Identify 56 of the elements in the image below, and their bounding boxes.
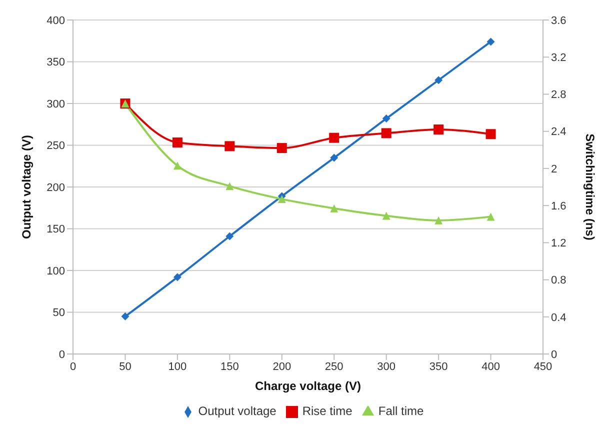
- point: [486, 212, 495, 221]
- point: [226, 232, 234, 240]
- y2-tick-label: 0.4: [551, 312, 566, 324]
- point: [329, 132, 340, 143]
- y-tick-label: 50: [52, 307, 65, 320]
- legend-label: Output voltage: [198, 404, 276, 418]
- y-tick-label: 400: [46, 14, 65, 27]
- legend-label: Rise time: [302, 404, 352, 418]
- point: [172, 137, 182, 148]
- point: [330, 204, 338, 212]
- y-axis-title: Output voltage (V): [19, 135, 34, 239]
- point: [486, 38, 495, 46]
- x-tick-label: 50: [119, 360, 132, 373]
- point: [434, 76, 443, 84]
- x-tick-label: 100: [168, 360, 187, 373]
- x-tick-label: 200: [272, 360, 292, 373]
- point: [173, 162, 182, 170]
- y-tick-label: 300: [46, 98, 65, 110]
- y2-tick-label: 1.2: [551, 238, 566, 250]
- x-tick-label: 300: [377, 360, 396, 373]
- y2-tick-label: 0: [551, 348, 558, 361]
- y2-tick-label: 2.4: [551, 126, 566, 138]
- x-axis-title: Charge voltage (V): [254, 379, 362, 393]
- point: [276, 143, 287, 154]
- legend-label: Fall time: [378, 404, 424, 418]
- y2-tick-label: 3.2: [551, 52, 566, 64]
- point: [278, 195, 286, 204]
- x-tick-label: 400: [482, 360, 500, 373]
- y-tick-label: 150: [46, 224, 65, 236]
- y2-tick-label: 3.6: [551, 14, 566, 27]
- x-tick-label: 250: [324, 360, 344, 373]
- point: [434, 216, 443, 224]
- y-tick-label: 100: [46, 265, 65, 278]
- y2-tick-label: 2.8: [551, 89, 566, 102]
- y-tick-label: 350: [46, 56, 65, 69]
- point: [381, 128, 392, 138]
- y-tick-label: 200: [46, 182, 65, 194]
- point: [382, 114, 390, 123]
- point: [486, 129, 496, 140]
- y2-tick-label: 1.6: [551, 200, 566, 212]
- x-tick-label: 150: [220, 360, 239, 373]
- y-tick-label: 0: [58, 348, 65, 361]
- x-tick-label: 0: [70, 360, 76, 373]
- y2-tick-label: 2: [551, 163, 558, 176]
- point: [121, 312, 130, 320]
- point: [434, 124, 444, 134]
- point: [226, 182, 234, 190]
- point: [330, 154, 338, 162]
- y-tick-label: 250: [46, 140, 65, 152]
- point: [224, 141, 235, 152]
- point: [382, 212, 390, 220]
- x-tick-label: 450: [534, 360, 552, 373]
- point: [173, 273, 182, 282]
- y2-tick-label: 0.8: [551, 274, 566, 287]
- x-tick-label: 350: [429, 360, 448, 373]
- y2-axis-title: Switchingtime (ns): [582, 134, 597, 240]
